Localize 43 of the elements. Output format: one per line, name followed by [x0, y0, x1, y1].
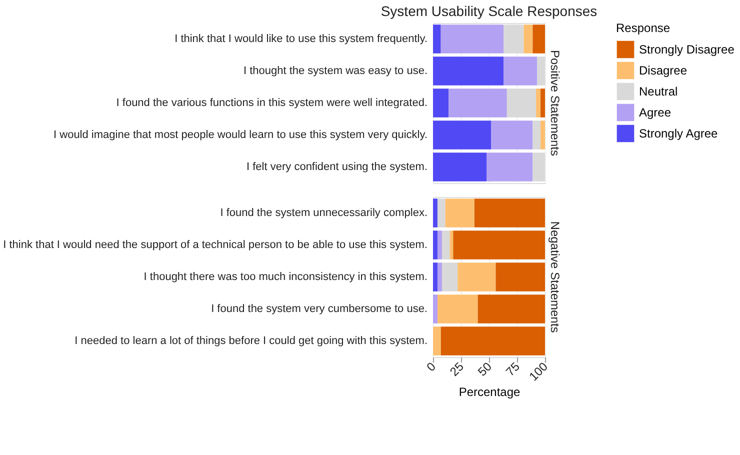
- x-tick-label: 100: [526, 359, 551, 384]
- y-tick-label: I thought there was too much inconsistency in this system.: [144, 271, 428, 283]
- y-tick-label: I think that I would need the support of a technical person to be able to use this system.: [3, 239, 428, 251]
- bar: [486, 152, 533, 182]
- legend-label: Agree: [639, 106, 672, 120]
- legend-title: Response: [616, 21, 670, 35]
- bar: [506, 88, 536, 118]
- y-tick-label: I felt very confident using the system.: [246, 161, 428, 173]
- y-tick-label: I would imagine that most people would learn to use this system very quickly.: [54, 129, 428, 141]
- bar: [504, 56, 538, 86]
- legend-label: Strongly Disagree: [639, 42, 735, 56]
- x-tick-label: 75: [503, 359, 523, 379]
- x-axis-title: Percentage: [458, 384, 521, 399]
- bar: [433, 24, 441, 54]
- y-tick-label: I found the system very cumbersome to use.: [211, 303, 428, 315]
- legend-label: Neutral: [639, 84, 678, 98]
- bar: [433, 88, 449, 118]
- bar: [433, 120, 492, 150]
- bar: [532, 24, 545, 54]
- y-tick-label: I found the system unnecessarily complex.: [220, 207, 428, 219]
- x-tick-label: 25: [447, 359, 467, 379]
- x-tick-label: 50: [475, 359, 495, 379]
- legend-label: Strongly Agree: [639, 126, 718, 140]
- x-tick-label: 0: [424, 359, 439, 374]
- legend-label: Disagree: [639, 64, 688, 78]
- y2-axis-title: Negative Statements: [548, 221, 562, 333]
- bar: [524, 24, 533, 54]
- y2-axis-title: Positive Statements: [548, 50, 562, 156]
- y-tick-label: I needed to learn a lot of things before I could get going with this system.: [74, 335, 428, 347]
- bar: [532, 120, 541, 150]
- bar: [448, 88, 507, 118]
- bar: [540, 88, 545, 118]
- bar: [433, 56, 504, 86]
- y-tick-label: I thought the system was easy to use.: [243, 65, 428, 77]
- bar: [491, 120, 533, 150]
- bar: [440, 24, 504, 54]
- bar: [537, 56, 545, 86]
- y-tick-label: I think that I would like to use this system frequently.: [174, 33, 428, 45]
- bar: [536, 88, 541, 118]
- chart-title: System Usability Scale Responses: [380, 3, 598, 19]
- bar: [433, 152, 487, 182]
- y-tick-label: I found the various functions in this system were well integrated.: [116, 97, 428, 109]
- bar: [540, 120, 545, 150]
